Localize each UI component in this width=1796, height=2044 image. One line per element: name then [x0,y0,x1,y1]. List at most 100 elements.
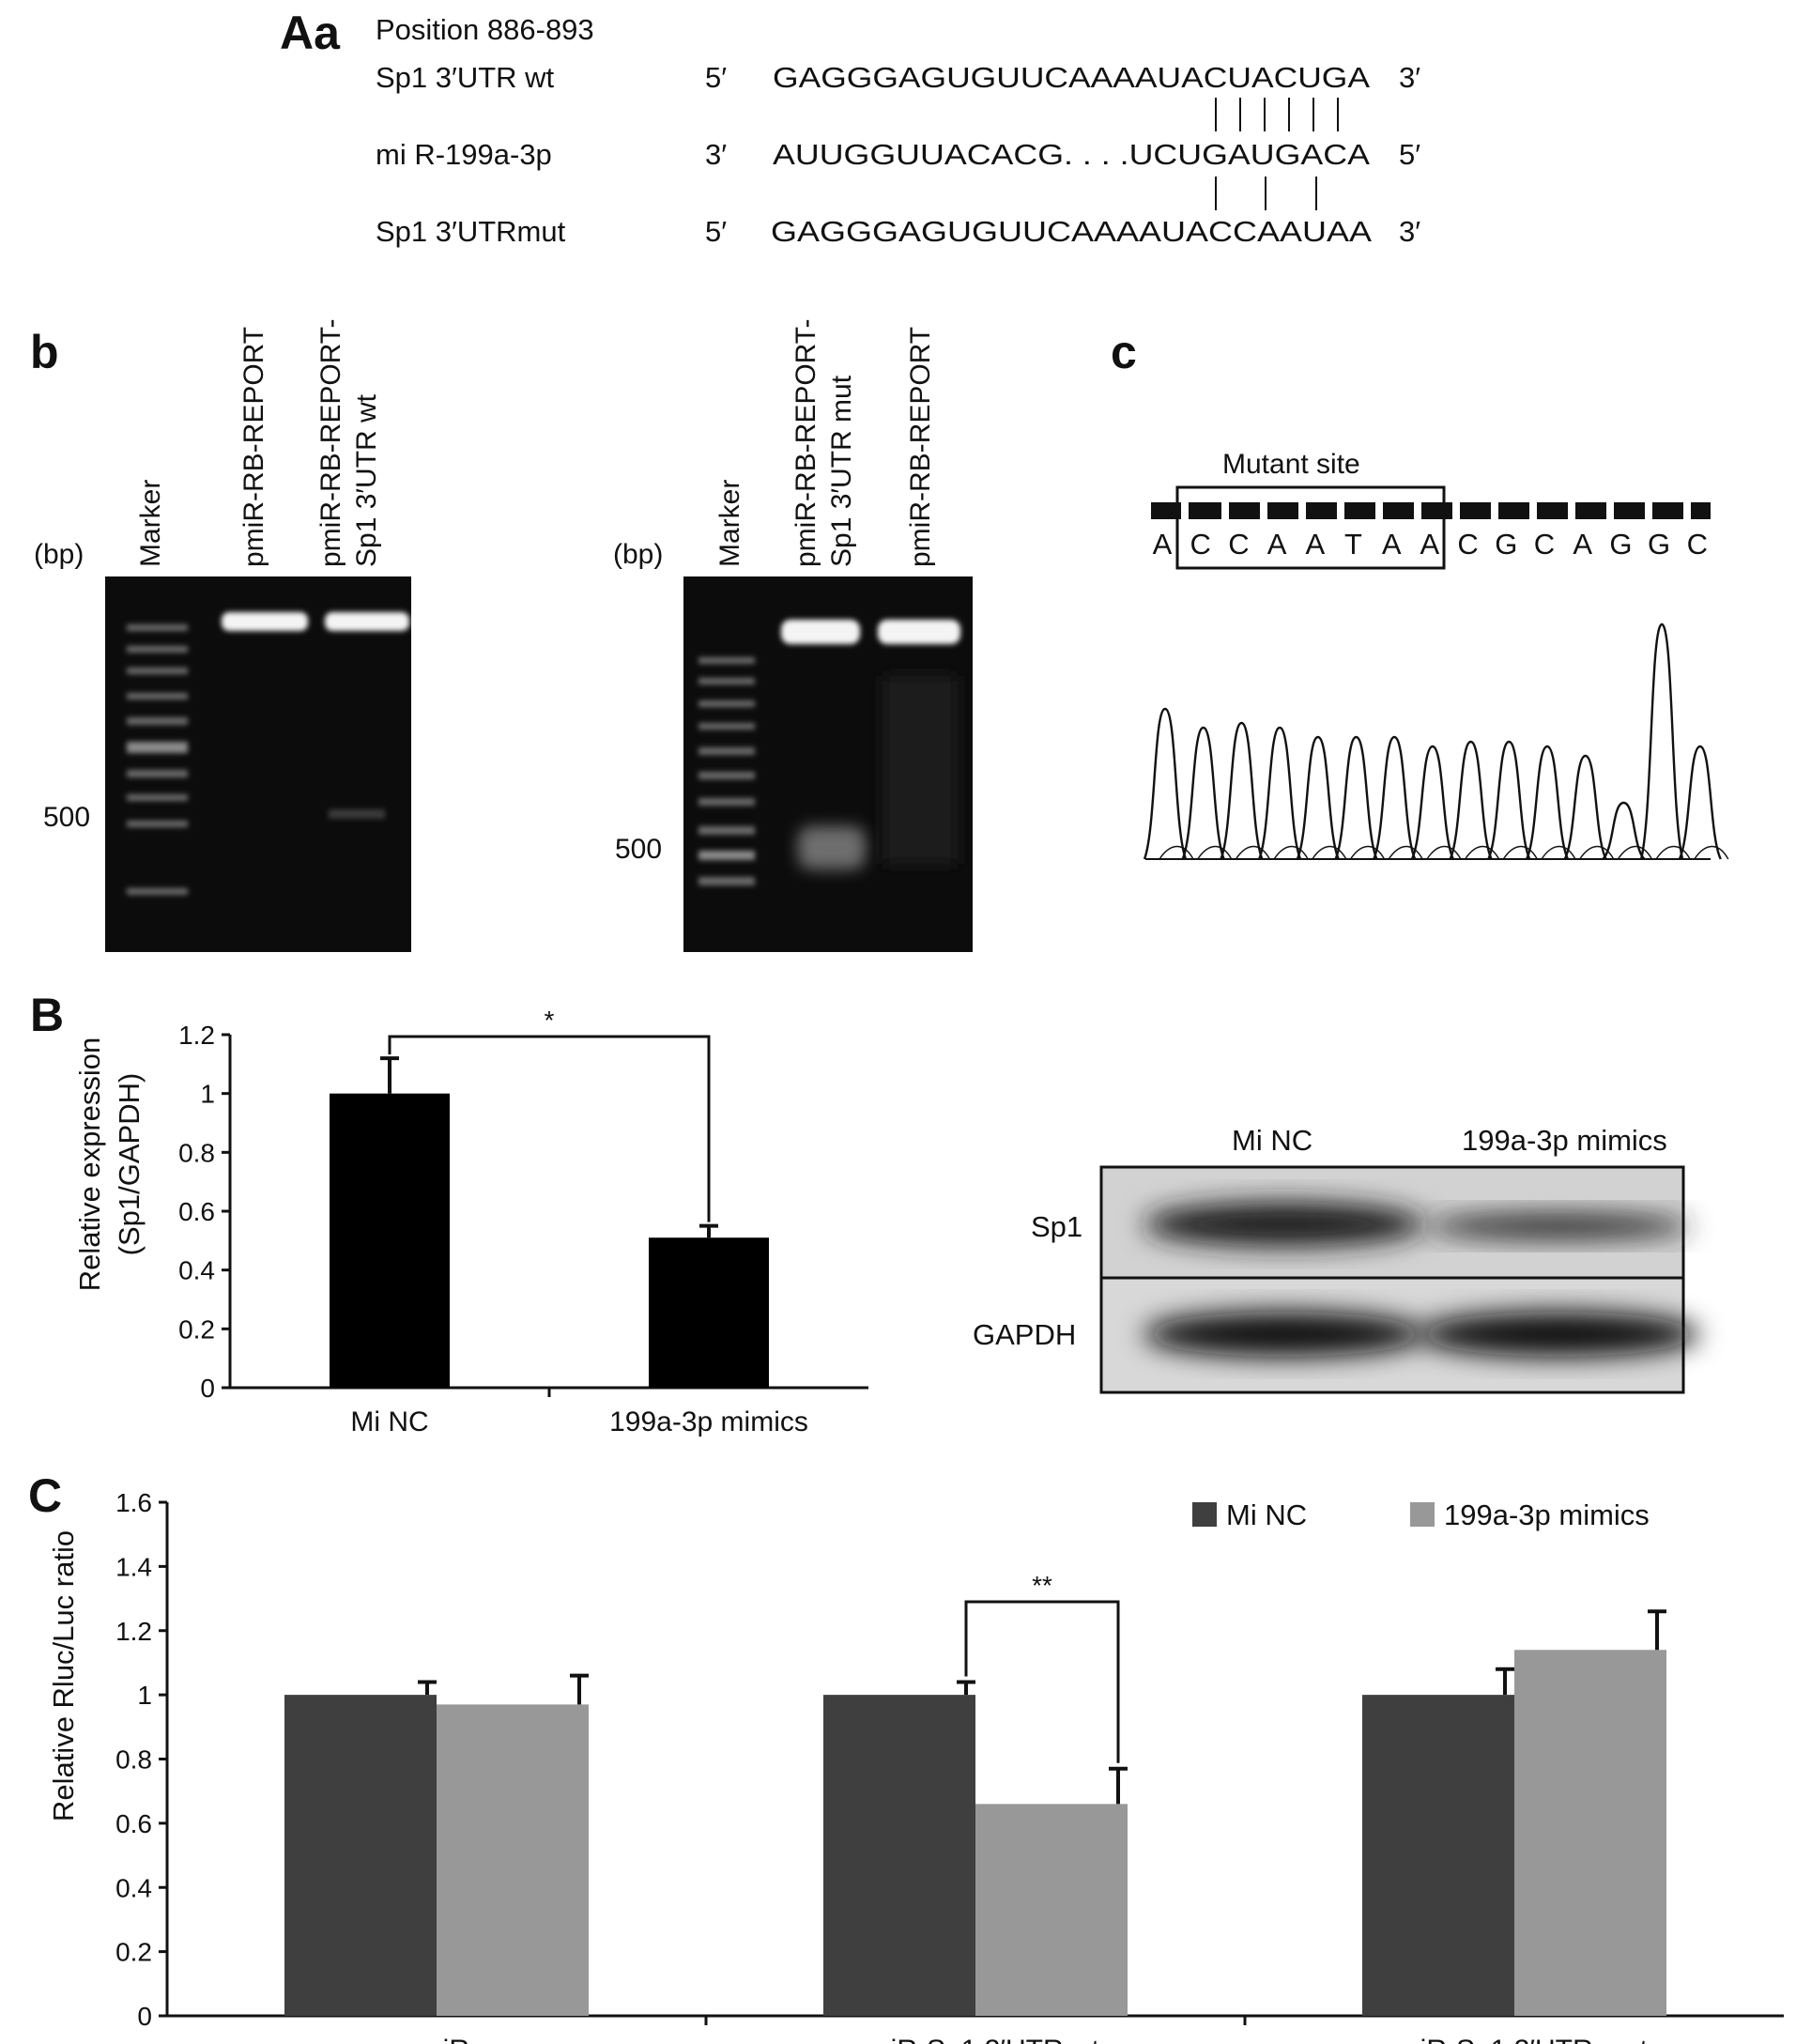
chart1-significance-label: * [545,1006,555,1035]
chart2-significance-label: ** [1032,1571,1052,1600]
chromatogram-minor-6 [1388,845,1423,860]
chart2-legend-label-0: Mi NC [1226,1498,1307,1531]
gel1-lane-report: pmiR-RB-REPORT [238,327,269,567]
wb-row-gapdh: GAPDH [973,1318,1076,1351]
chart2-ytick-3: 0.6 [115,1809,152,1838]
gel1-lane-marker: Marker [135,480,166,567]
gel2-lane-marker: Marker [714,480,745,567]
chromatogram-minor-3 [1273,845,1309,860]
chromatogram-minor-2 [1235,845,1271,860]
chromatogram-peak-1 [1181,726,1225,860]
chart2-ytick-0: 0 [137,2002,152,2031]
chart2-significance-bracket [964,1600,1120,1763]
row-end3-wt: 3′ [1399,61,1420,94]
chart2-ytick-5: 1 [137,1681,152,1710]
chromatogram-minor-7 [1426,845,1462,860]
panel-c-lower-chart: C Relative Rluc/Luc ratio 0 0.2 0.4 0.6 0.8 1… [28,1469,1784,2044]
chromatogram-trace [1143,622,1729,860]
wb-row-sp1: Sp1 [1031,1210,1082,1243]
base-call-1: C [1190,528,1211,561]
chart2-ytick-8: 1.6 [115,1488,152,1517]
chromatogram-minor-12 [1617,845,1653,860]
chromatogram-minor-14 [1694,845,1729,860]
base-call-12: G [1609,528,1632,561]
base-call-13: G [1648,528,1670,561]
chart1-plot: 0 0.2 0.4 0.6 0.8 1 1.2 Mi NC 199a-3p mimics * [178,1006,868,1437]
chart1-significance-bracket [388,1035,711,1222]
row-end5-mut: 5′ [705,215,727,248]
base-call-9: G [1495,528,1517,561]
chart2-bar-1-1 [975,1804,1128,2016]
chart2-legend-swatch-1 [1410,1502,1435,1527]
chart2-ytick-7: 1.4 [115,1552,152,1581]
chromatogram-peak-14 [1678,745,1722,860]
chromatogram-minor-8 [1465,845,1500,860]
gel2-marker-ladder [698,657,755,885]
chart1-ytick-4: 0.8 [178,1138,215,1167]
gel2-500-label: 500 [615,834,662,865]
chart1-ytick-1: 0.2 [178,1314,215,1344]
gel1-lane-wt: pmiR-RB-REPORT- Sp1 3′UTR wt [315,319,382,567]
chromatogram-minor-5 [1349,845,1386,860]
chart2-bar-0-0 [284,1695,437,2016]
row-name-mut: Sp1 3′UTRmut [376,215,566,248]
base-call-3: A [1267,528,1287,561]
row-end5-mir: 3′ [705,138,727,171]
chromatogram-minor-13 [1655,845,1691,860]
western-blot: Mi NC 199a-3p mimics Sp1 GAPDH [973,1124,1699,1394]
mutant-site-box [1175,485,1446,570]
wb-sp1-band-mimics [1427,1213,1690,1239]
chart1-category-1: 199a-3p mimics [609,1406,808,1437]
panel-label-aa: Aa [280,7,341,59]
panel-b-upper-chart: B Relative expression (Sp1/GAPDH) 0 0.2 0.4… [30,989,868,1437]
chromatogram-peak-11 [1563,754,1607,860]
row-name-wt: Sp1 3′UTR wt [376,61,555,94]
row-end5-wt: 5′ [705,61,727,94]
wb-gapdh-band-minc [1144,1312,1425,1357]
gel2-lane-report: pmiR-RB-REPORT [905,327,936,567]
sequence-quality-bar [1151,502,1711,519]
chart2-plot: 0 0.2 0.4 0.6 0.8 1 1.2 1.4 1.6 pmiR pmiR-Sp1 3′UT… [115,1488,1784,2044]
base-call-11: A [1573,528,1592,561]
chromatogram-minor-1 [1197,845,1233,860]
wb-gapdh-band-mimics [1418,1312,1699,1357]
chart2-bar-2-1 [1514,1650,1666,2016]
chart1-ylabel: Relative expression (Sp1/GAPDH) [73,1037,146,1292]
chromatogram-peak-8 [1449,740,1493,860]
gel2-bp-label: (bp) [613,539,663,570]
gel1-image [105,576,411,952]
chart2-ytick-6: 1.2 [115,1617,152,1646]
chromatogram-minor-4 [1312,845,1347,860]
mutant-site-label: Mutant site [1222,449,1360,480]
pairing-lines-bottom [1215,177,1317,210]
panel-b-gels: b Marker pmiR-RB-REPORT pmiR-RB-REPORT- S… [30,319,973,952]
base-call-8: C [1457,528,1478,561]
chart1-ytick-2: 0.4 [178,1256,215,1285]
gel1-bands [222,612,409,819]
chromatogram-peak-7 [1410,745,1454,860]
row-end3-mut: 3′ [1399,215,1420,248]
chart2-legend-label-1: 199a-3p mimics [1444,1498,1650,1531]
position-label: Position 886-893 [376,13,594,46]
chart1-ytick-0: 0 [200,1374,215,1403]
chromatogram-peak-4 [1296,735,1340,860]
wb-col-minc: Mi NC [1232,1124,1312,1157]
chart2-legend-swatch-0 [1192,1502,1217,1527]
base-call-4: A [1305,528,1325,561]
chart2-bar-1-0 [823,1695,975,2016]
panel-a-sequences: Aa Position 886-893 Sp1 3′UTR wt 5′ GAGG… [280,7,1420,248]
chromatogram-peak-12 [1602,801,1646,860]
panel-label-C: C [28,1469,62,1522]
base-call-0: A [1153,528,1173,561]
panel-label-c: c [1111,326,1137,378]
sequence-mut: GAGGGAGUGUUCAAAAUACCAAUAA [771,215,1372,248]
chromatogram-minor-9 [1502,845,1538,860]
chromatogram-peak-10 [1525,745,1570,860]
chromatogram-peak-0 [1143,707,1188,860]
base-call-5: T [1344,528,1362,561]
base-call-14: C [1687,528,1708,561]
chromatogram-peak-13 [1639,622,1684,860]
chart1-category-0: Mi NC [350,1406,428,1437]
base-call-10: C [1534,528,1555,561]
